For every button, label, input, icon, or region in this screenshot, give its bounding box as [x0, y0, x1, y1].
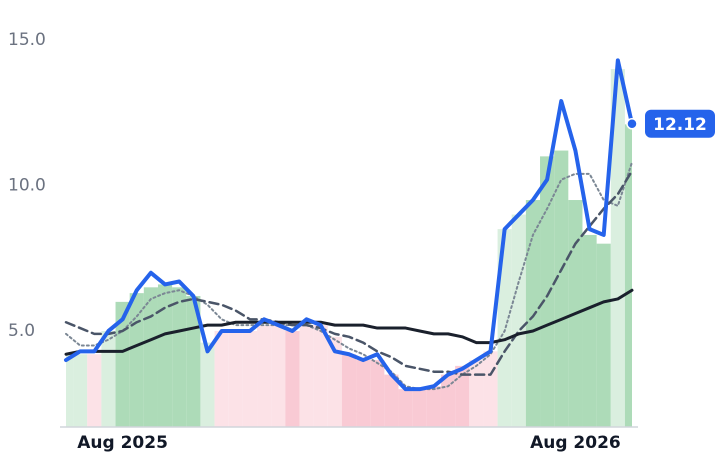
line-series	[64, 169, 634, 376]
x-tick-label: Aug 2026	[530, 433, 621, 453]
price-badge-label: 12.12	[653, 115, 707, 135]
bar	[66, 354, 74, 427]
bar	[285, 330, 300, 427]
bar	[327, 336, 342, 427]
bar	[582, 234, 597, 427]
bar	[87, 354, 102, 427]
bar	[257, 325, 272, 427]
bar	[228, 330, 243, 427]
bar	[483, 351, 498, 427]
bar	[455, 365, 470, 427]
bar	[172, 287, 187, 427]
bar	[129, 293, 144, 427]
bar	[384, 374, 399, 427]
bar	[610, 69, 625, 427]
line-series	[65, 161, 633, 391]
bar	[426, 386, 441, 427]
bar	[341, 354, 357, 427]
bar	[398, 389, 413, 427]
line-series	[64, 58, 634, 392]
y-tick-label: 15.0	[8, 30, 46, 50]
bar	[356, 360, 371, 427]
bar	[370, 360, 385, 427]
y-tick-label: 5.0	[8, 321, 35, 341]
bar	[497, 229, 512, 427]
last-point	[626, 118, 638, 130]
bar	[511, 214, 526, 427]
bar	[624, 124, 632, 428]
bar	[214, 330, 229, 427]
bar	[271, 325, 286, 427]
bar	[540, 156, 555, 427]
x-tick-label: Aug 2025	[77, 433, 168, 453]
bar	[101, 330, 116, 427]
price-badge	[645, 109, 715, 138]
bar	[200, 342, 215, 427]
bar	[242, 330, 258, 427]
y-tick-label: 10.0	[8, 175, 46, 195]
bar	[412, 389, 427, 427]
bar	[525, 200, 541, 427]
bar	[299, 325, 314, 427]
bar	[596, 243, 611, 427]
bar	[157, 284, 173, 427]
bar	[313, 325, 328, 427]
bar	[469, 360, 484, 427]
line-series	[64, 288, 634, 356]
bar	[73, 354, 88, 427]
bar	[143, 287, 158, 427]
bar	[554, 150, 569, 428]
